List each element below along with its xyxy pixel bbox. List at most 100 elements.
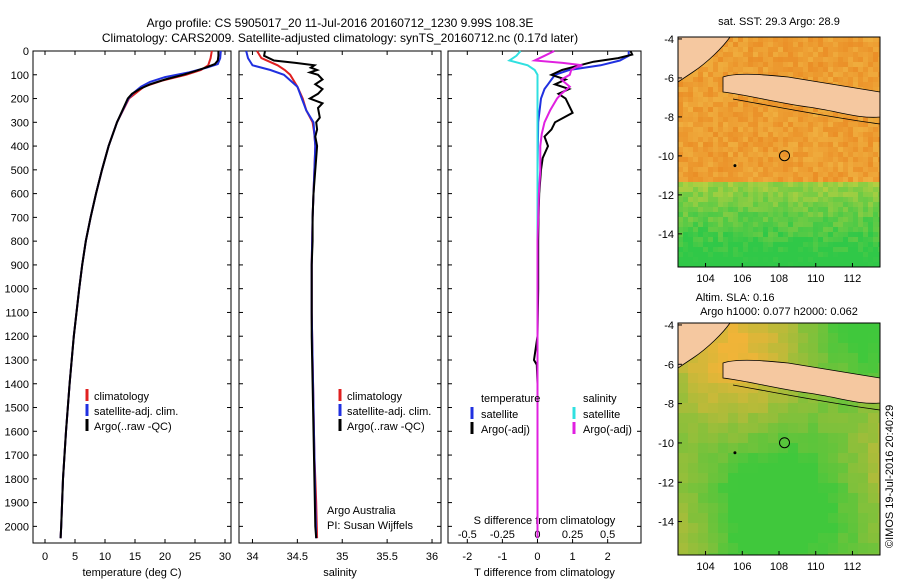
legend-label: satellite-adj. clim.: [347, 406, 431, 418]
s-tick-label: -0.25: [490, 529, 515, 541]
map-x-tick-label: 112: [844, 273, 862, 285]
map-y-tick-label: -6: [664, 73, 674, 85]
imos-credit: ©IMOS 19-Jul-2016 20:40:29: [884, 405, 896, 548]
map-y-tick-label: -10: [658, 438, 674, 450]
annotation-text: Argo Australia: [327, 505, 396, 517]
map-x-tick-label: 110: [807, 561, 825, 573]
y-tick-label: 2000: [5, 521, 29, 533]
y-tick-label: 800: [11, 236, 29, 248]
legend-label: satellite-adj. clim.: [94, 406, 178, 418]
annotation-text: PI: Susan Wijffels: [327, 520, 413, 532]
x-tick-label: 30: [219, 551, 231, 563]
map-y-tick-label: -8: [664, 112, 674, 124]
title-line-2: Climatology: CARS2009. Satellite-adjuste…: [101, 31, 579, 45]
sst-map: 104 106 108 110 112 -4 -6 -8 -10 -12 -14: [658, 34, 881, 285]
series-line-t-argo-adj-: [532, 50, 634, 539]
java-land: [722, 73, 880, 118]
sst-map-title: sat. SST: 29.3 Argo: 28.9: [718, 16, 840, 28]
argo-position-marker: [779, 150, 791, 162]
sumatra-land: [678, 323, 731, 369]
map-y-tick-label: -12: [658, 477, 674, 489]
map-x-tick-label: 108: [770, 561, 788, 573]
y-tick-label: 1100: [5, 307, 29, 319]
x-tick-label: 35.5: [376, 551, 397, 563]
map-y-tick-label: -4: [664, 320, 674, 332]
sla-map: 104 106 108 110 112 -4 -6 -8 -10 -12 -14: [658, 320, 881, 573]
y-tick-label: 400: [11, 141, 29, 153]
y-tick-label: 1600: [5, 426, 29, 438]
legend-label: Argo(-adj): [481, 424, 530, 436]
y-tick-label: 1300: [5, 355, 29, 367]
y-tick-label: 0: [23, 46, 29, 58]
sla-map-title-1: Altim. SLA: 0.16: [696, 292, 775, 304]
map-x-tick-label: 110: [807, 273, 825, 285]
y-tick-label: 500: [11, 165, 29, 177]
x-tick-label: 10: [99, 551, 111, 563]
map-x-tick-label: 106: [733, 273, 751, 285]
map-x-tick-label: 112: [844, 561, 862, 573]
x-tick-label: 0: [42, 551, 48, 563]
legend-label: climatology: [347, 391, 403, 403]
y-tick-label: 1400: [5, 379, 29, 391]
salinity-panel: 34 34.5 35 35.5 36 salinity climatology satelli…: [238, 50, 442, 579]
map-x-tick-label: 104: [696, 561, 714, 573]
y-tick-label: 100: [11, 70, 29, 82]
y-tick-label: 900: [11, 260, 29, 272]
y-tick-label: 1900: [5, 498, 29, 510]
difference-axes: [447, 50, 642, 544]
legend-label: Argo(..raw -QC): [347, 421, 425, 433]
x-axis-label: T difference from climatology: [474, 567, 615, 579]
map-y-tick-label: -14: [658, 517, 674, 529]
temperature-panel: 0100200300400500600700800900100011001200…: [5, 46, 232, 579]
map-x-tick-label: 108: [770, 273, 788, 285]
map-y-tick-label: -10: [658, 151, 674, 163]
y-tick-label: 1000: [5, 284, 29, 296]
x-tick-label: 34: [246, 551, 258, 563]
x-tick-label: -2: [462, 551, 472, 563]
x-tick-label: 25: [189, 551, 201, 563]
x-tick-label: 36: [426, 551, 438, 563]
s-tick-label: 0.5: [600, 529, 615, 541]
series-line-argo: [262, 50, 325, 539]
x-tick-label: 5: [72, 551, 78, 563]
difference-panel: -2 -1 0 1 2 T difference from climatology -0.5…: [447, 50, 642, 579]
legend-title-salinity: salinity: [583, 393, 617, 405]
x-tick-label: 2: [605, 551, 611, 563]
legend-label: Argo(..raw -QC): [94, 421, 172, 433]
series-line-s-satellite: [507, 50, 539, 539]
temperature-axes: [32, 50, 232, 544]
java-land: [722, 359, 880, 404]
argo-position-marker: [779, 437, 791, 449]
s-tick-label: -0.5: [458, 529, 477, 541]
y-tick-label: 1500: [5, 403, 29, 415]
legend-label: Argo(-adj): [583, 424, 632, 436]
legend-title-temperature: temperature: [481, 393, 540, 405]
legend-label: satellite: [583, 409, 620, 421]
map-x-tick-label: 104: [696, 273, 714, 285]
series-line-argo: [59, 51, 220, 539]
y-tick-label: 600: [11, 189, 29, 201]
legend-label: satellite: [481, 409, 518, 421]
sumatra-land: [678, 37, 731, 83]
salinity-axes: [238, 50, 442, 544]
title-line-1: Argo profile: CS 5905017_20 11-Jul-2016 …: [146, 16, 534, 30]
x-tick-label: -1: [498, 551, 508, 563]
y-tick-label: 300: [11, 117, 29, 129]
x-axis-label: salinity: [323, 567, 357, 579]
map-y-tick-label: -4: [664, 34, 674, 46]
x-tick-label: 20: [159, 551, 171, 563]
sla-map-title-2: Argo h1000: 0.077 h2000: 0.062: [700, 306, 858, 318]
series-line-s-argo-adj-: [530, 50, 583, 539]
y-tick-label: 1700: [5, 450, 29, 462]
x-tick-label: 1: [570, 551, 576, 563]
x-tick-label: 34.5: [287, 551, 308, 563]
y-tick-label: 700: [11, 212, 29, 224]
x-tick-label: 35: [336, 551, 348, 563]
map-y-tick-label: -12: [658, 190, 674, 202]
map-y-tick-label: -14: [658, 229, 674, 241]
map-y-tick-label: -6: [664, 359, 674, 371]
map-y-tick-label: -8: [664, 399, 674, 411]
y-tick-label: 1800: [5, 474, 29, 486]
y-tick-label: 1200: [5, 331, 29, 343]
